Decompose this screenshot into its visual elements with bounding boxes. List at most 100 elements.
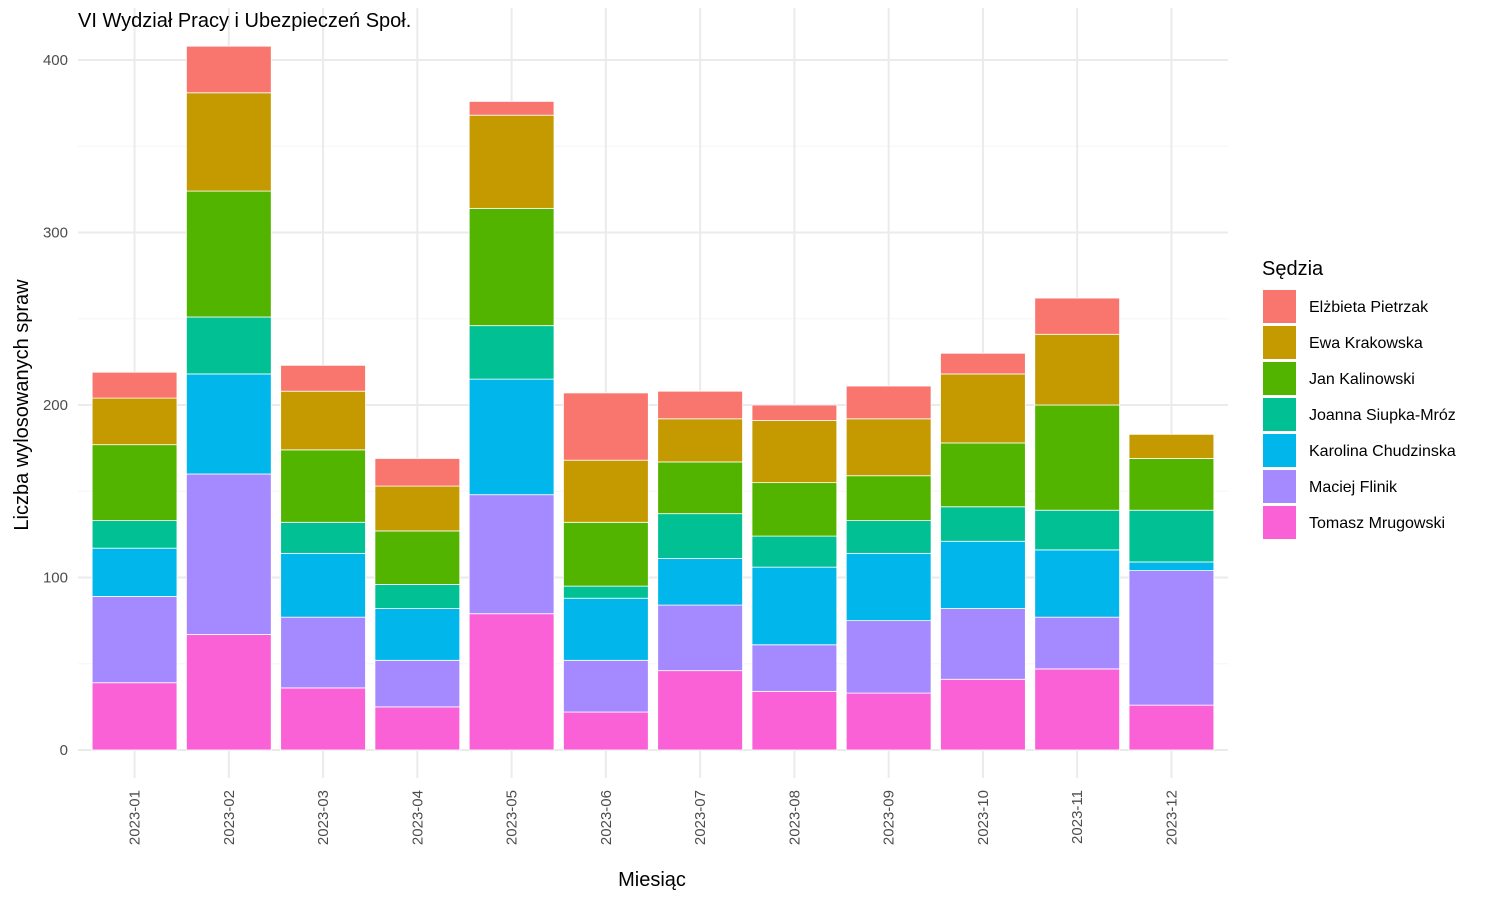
- bar-segment: [374, 584, 461, 609]
- x-tick-label: 2023-09: [881, 790, 898, 845]
- bar-segment: [1034, 404, 1120, 511]
- bar-segment: [468, 494, 555, 615]
- bar-segment: [91, 547, 178, 597]
- bar-segment: [374, 706, 461, 751]
- bar-segment: [374, 458, 461, 487]
- bar-segment: [186, 316, 272, 375]
- bar-segment: [280, 364, 366, 392]
- bar-segment: [1128, 704, 1215, 751]
- y-tick-label: 400: [43, 52, 68, 69]
- legend-swatch: [1263, 290, 1296, 323]
- bar-segment: [751, 535, 838, 568]
- legend-label: Elżbieta Pietrzak: [1309, 299, 1429, 316]
- bar-segment: [186, 190, 272, 318]
- bar-segment: [940, 540, 1026, 609]
- bar-segment: [91, 520, 178, 549]
- legend-label: Joanna Siupka-Mróz: [1309, 407, 1456, 424]
- bar-segment: [563, 585, 649, 599]
- x-tick-label: 2023-01: [127, 790, 144, 845]
- bar-segment: [1128, 458, 1215, 511]
- legend-swatch: [1263, 506, 1296, 539]
- bar-segment: [657, 461, 743, 515]
- y-tick-label: 100: [43, 570, 68, 587]
- bar-segment: [186, 45, 272, 94]
- bar-segment: [374, 530, 461, 585]
- bar-segment: [845, 385, 932, 420]
- bar-segment: [91, 397, 178, 446]
- bar-segment: [280, 390, 366, 451]
- bar-segment: [186, 473, 272, 635]
- bar-segment: [468, 613, 555, 751]
- legend-label: Tomasz Mrugowski: [1309, 515, 1445, 532]
- bar-segment: [563, 392, 649, 461]
- bar-segment: [657, 670, 743, 751]
- x-tick-label: 2023-06: [598, 790, 615, 845]
- bar-segment: [751, 690, 838, 751]
- bar-segment: [751, 644, 838, 692]
- x-tick-label: 2023-08: [786, 790, 803, 845]
- bar-segment: [845, 620, 932, 694]
- y-tick-label: 300: [43, 225, 68, 242]
- bars: [91, 45, 1215, 751]
- y-axis-title: Liczba wylosowanych spraw: [11, 279, 33, 531]
- legend-label: Ewa Krakowska: [1309, 335, 1423, 352]
- x-axis-title: Miesiąc: [618, 869, 686, 891]
- bar-segment: [374, 608, 461, 661]
- bar-segment: [940, 373, 1026, 444]
- x-tick-label: 2023-02: [221, 790, 238, 845]
- bar-segment: [1128, 509, 1215, 563]
- bar-segment: [657, 513, 743, 559]
- bar-segment: [940, 608, 1026, 680]
- bar-segment: [468, 207, 555, 327]
- legend-label: Jan Kalinowski: [1309, 371, 1415, 388]
- x-tick-label: 2023-07: [692, 790, 709, 845]
- bar-segment: [657, 418, 743, 463]
- bar-segment: [563, 521, 649, 587]
- bar-segment: [468, 114, 555, 209]
- bar-segment: [1034, 297, 1120, 335]
- bar-segment: [657, 390, 743, 420]
- legend-swatch: [1263, 326, 1296, 359]
- legend-swatch: [1263, 362, 1296, 395]
- bar-segment: [374, 659, 461, 708]
- y-axis-tick-labels: 0 100 200 300 400: [43, 52, 68, 759]
- legend-label: Maciej Flinik: [1309, 479, 1398, 496]
- bar-segment: [186, 373, 272, 475]
- bar-segment: [657, 558, 743, 606]
- legend-swatch: [1263, 398, 1296, 431]
- bar-segment: [845, 552, 932, 622]
- bar-segment: [1034, 668, 1120, 751]
- bar-segment: [657, 604, 743, 672]
- legend-swatch: [1263, 434, 1296, 467]
- bar-segment: [280, 687, 366, 751]
- legend-swatch: [1263, 470, 1296, 503]
- bar-segment: [845, 692, 932, 751]
- bar-segment: [186, 92, 272, 192]
- bar-segment: [563, 711, 649, 751]
- bar-segment: [468, 325, 555, 380]
- bar-segment: [468, 378, 555, 496]
- y-tick-label: 200: [43, 397, 68, 414]
- bar-segment: [563, 597, 649, 661]
- bar-segment: [374, 485, 461, 532]
- bar-segment: [91, 596, 178, 684]
- bar-segment: [940, 678, 1026, 751]
- bar-segment: [280, 449, 366, 523]
- legend-title: Sędzia: [1262, 258, 1324, 280]
- bar-segment: [91, 371, 178, 399]
- bar-segment: [280, 521, 366, 554]
- chart-title: VI Wydział Pracy i Ubezpieczeń Społ.: [78, 10, 411, 32]
- x-tick-label: 2023-10: [975, 790, 992, 845]
- x-tick-label: 2023-12: [1163, 790, 1180, 845]
- bar-segment: [940, 442, 1026, 508]
- bar-segment: [751, 420, 838, 484]
- bar-segment: [91, 682, 178, 751]
- bar-segment: [845, 520, 932, 554]
- bar-segment: [751, 482, 838, 537]
- bar-segment: [91, 444, 178, 521]
- bar-segment: [940, 506, 1026, 542]
- bar-segment: [1128, 561, 1215, 571]
- bar-segment: [940, 352, 1026, 375]
- bar-segment: [1128, 433, 1215, 459]
